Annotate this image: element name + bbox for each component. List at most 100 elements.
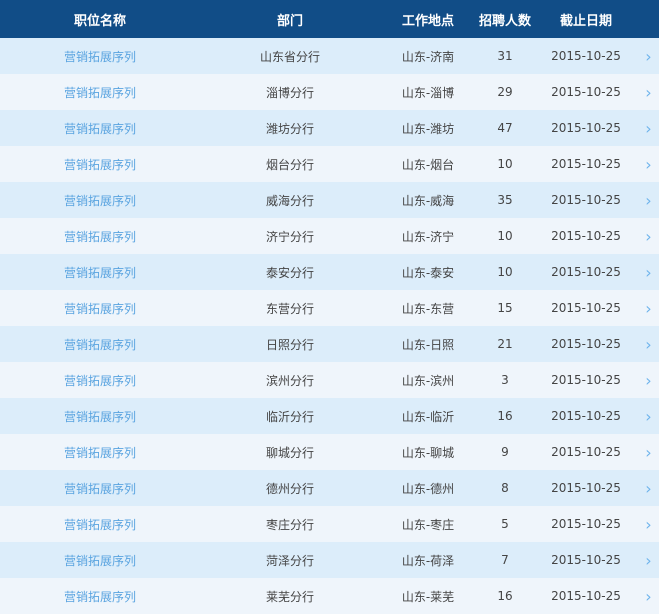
count-cell: 3 bbox=[501, 373, 509, 387]
location-cell: 山东-淄博 bbox=[401, 85, 455, 100]
chevron-right-icon[interactable]: › bbox=[645, 262, 652, 282]
chevron-right-icon[interactable]: › bbox=[645, 478, 652, 498]
count-cell: 5 bbox=[501, 517, 509, 531]
chevron-right-icon[interactable]: › bbox=[645, 190, 652, 210]
dept-cell: 东营分行 bbox=[265, 301, 314, 316]
job-link[interactable]: 营销拓展序列 bbox=[63, 265, 136, 280]
job-link[interactable]: 营销拓展序列 bbox=[63, 481, 136, 496]
chevron-right-icon[interactable]: › bbox=[645, 46, 652, 66]
deadline-cell: 2015-10-25 bbox=[551, 301, 621, 315]
job-link[interactable]: 营销拓展序列 bbox=[63, 445, 136, 460]
deadline-cell: 2015-10-25 bbox=[551, 265, 621, 279]
table-row[interactable]: 营销拓展序列 日照分行 山东-日照 21 2015-10-25 › bbox=[0, 326, 659, 362]
chevron-right-icon[interactable]: › bbox=[645, 406, 652, 426]
dept-cell: 泰安分行 bbox=[265, 265, 314, 280]
count-cell: 16 bbox=[497, 409, 513, 423]
deadline-cell: 2015-10-25 bbox=[551, 157, 621, 171]
table-row[interactable]: 营销拓展序列 临沂分行 山东-临沂 16 2015-10-25 › bbox=[0, 398, 659, 434]
deadline-cell: 2015-10-25 bbox=[551, 49, 621, 63]
count-cell: 16 bbox=[497, 589, 513, 603]
count-cell: 15 bbox=[497, 301, 513, 315]
location-cell: 山东-日照 bbox=[401, 337, 455, 352]
deadline-cell: 2015-10-25 bbox=[551, 121, 621, 135]
table-row[interactable]: 营销拓展序列 莱芜分行 山东-莱芜 16 2015-10-25 › bbox=[0, 578, 659, 614]
chevron-right-icon[interactable]: › bbox=[645, 442, 652, 462]
dept-cell: 滨州分行 bbox=[265, 373, 314, 388]
job-link[interactable]: 营销拓展序列 bbox=[63, 301, 136, 316]
count-cell: 7 bbox=[501, 553, 509, 567]
job-link[interactable]: 营销拓展序列 bbox=[63, 553, 136, 568]
dept-cell: 山东省分行 bbox=[259, 49, 320, 64]
job-link[interactable]: 营销拓展序列 bbox=[63, 229, 136, 244]
dept-cell: 德州分行 bbox=[265, 481, 314, 496]
job-link[interactable]: 营销拓展序列 bbox=[63, 85, 136, 100]
dept-cell: 聊城分行 bbox=[265, 445, 314, 460]
job-link[interactable]: 营销拓展序列 bbox=[63, 121, 136, 136]
table-row[interactable]: 营销拓展序列 济宁分行 山东-济宁 10 2015-10-25 › bbox=[0, 218, 659, 254]
count-cell: 10 bbox=[497, 157, 513, 171]
table-row[interactable]: 营销拓展序列 枣庄分行 山东-枣庄 5 2015-10-25 › bbox=[0, 506, 659, 542]
deadline-cell: 2015-10-25 bbox=[551, 517, 621, 531]
job-link[interactable]: 营销拓展序列 bbox=[63, 373, 136, 388]
chevron-right-icon[interactable]: › bbox=[645, 550, 652, 570]
table-row[interactable]: 营销拓展序列 烟台分行 山东-烟台 10 2015-10-25 › bbox=[0, 146, 659, 182]
location-cell: 山东-枣庄 bbox=[401, 517, 455, 532]
count-cell: 21 bbox=[497, 337, 513, 351]
deadline-cell: 2015-10-25 bbox=[551, 445, 621, 459]
count-cell: 9 bbox=[501, 445, 509, 459]
chevron-right-icon[interactable]: › bbox=[645, 118, 652, 138]
location-cell: 山东-烟台 bbox=[401, 157, 455, 172]
table-row[interactable]: 营销拓展序列 潍坊分行 山东-潍坊 47 2015-10-25 › bbox=[0, 110, 659, 146]
location-cell: 山东-德州 bbox=[401, 481, 455, 496]
chevron-right-icon[interactable]: › bbox=[645, 514, 652, 534]
job-link[interactable]: 营销拓展序列 bbox=[63, 157, 136, 172]
deadline-cell: 2015-10-25 bbox=[551, 553, 621, 567]
count-cell: 35 bbox=[497, 193, 513, 207]
dept-cell: 莱芜分行 bbox=[265, 589, 314, 604]
count-cell: 29 bbox=[497, 85, 513, 99]
deadline-cell: 2015-10-25 bbox=[551, 337, 621, 351]
table-row[interactable]: 营销拓展序列 淄博分行 山东-淄博 29 2015-10-25 › bbox=[0, 74, 659, 110]
deadline-cell: 2015-10-25 bbox=[551, 193, 621, 207]
header-location: 工作地点 bbox=[401, 13, 454, 29]
count-cell: 10 bbox=[497, 265, 513, 279]
dept-cell: 烟台分行 bbox=[265, 157, 314, 172]
deadline-cell: 2015-10-25 bbox=[551, 373, 621, 387]
job-link[interactable]: 营销拓展序列 bbox=[63, 589, 136, 604]
deadline-cell: 2015-10-25 bbox=[551, 589, 621, 603]
table-row[interactable]: 营销拓展序列 德州分行 山东-德州 8 2015-10-25 › bbox=[0, 470, 659, 506]
table-row[interactable]: 营销拓展序列 菏泽分行 山东-荷泽 7 2015-10-25 › bbox=[0, 542, 659, 578]
job-link[interactable]: 营销拓展序列 bbox=[63, 409, 136, 424]
header-count: 招聘人数 bbox=[478, 13, 531, 29]
job-link[interactable]: 营销拓展序列 bbox=[63, 517, 136, 532]
chevron-right-icon[interactable]: › bbox=[645, 82, 652, 102]
table-row[interactable]: 营销拓展序列 山东省分行 山东-济南 31 2015-10-25 › bbox=[0, 38, 659, 74]
chevron-right-icon[interactable]: › bbox=[645, 370, 652, 390]
location-cell: 山东-东营 bbox=[401, 301, 455, 316]
location-cell: 山东-济宁 bbox=[401, 229, 455, 244]
dept-cell: 威海分行 bbox=[265, 193, 314, 208]
chevron-right-icon[interactable]: › bbox=[645, 334, 652, 354]
chevron-right-icon[interactable]: › bbox=[645, 226, 652, 246]
count-cell: 31 bbox=[497, 49, 513, 63]
dept-cell: 淄博分行 bbox=[265, 85, 314, 100]
table-row[interactable]: 营销拓展序列 泰安分行 山东-泰安 10 2015-10-25 › bbox=[0, 254, 659, 290]
job-link[interactable]: 营销拓展序列 bbox=[63, 337, 136, 352]
chevron-right-icon[interactable]: › bbox=[645, 298, 652, 318]
header-job: 职位名称 bbox=[73, 13, 126, 29]
table-row[interactable]: 营销拓展序列 东营分行 山东-东营 15 2015-10-25 › bbox=[0, 290, 659, 326]
chevron-right-icon[interactable]: › bbox=[645, 586, 652, 606]
table-row[interactable]: 营销拓展序列 滨州分行 山东-滨州 3 2015-10-25 › bbox=[0, 362, 659, 398]
deadline-cell: 2015-10-25 bbox=[551, 229, 621, 243]
table-row[interactable]: 营销拓展序列 聊城分行 山东-聊城 9 2015-10-25 › bbox=[0, 434, 659, 470]
location-cell: 山东-泰安 bbox=[401, 265, 455, 280]
table-body: 营销拓展序列 山东省分行 山东-济南 31 2015-10-25 › 营销拓展序列 淄博分行山… bbox=[0, 38, 659, 614]
job-link[interactable]: 营销拓展序列 bbox=[63, 193, 136, 208]
deadline-cell: 2015-10-25 bbox=[551, 85, 621, 99]
dept-cell: 枣庄分行 bbox=[265, 517, 314, 532]
job-link[interactable]: 营销拓展序列 bbox=[63, 49, 136, 64]
chevron-right-icon[interactable]: › bbox=[645, 154, 652, 174]
dept-cell: 济宁分行 bbox=[265, 229, 314, 244]
table-row[interactable]: 营销拓展序列 威海分行 山东-威海 35 2015-10-25 › bbox=[0, 182, 659, 218]
